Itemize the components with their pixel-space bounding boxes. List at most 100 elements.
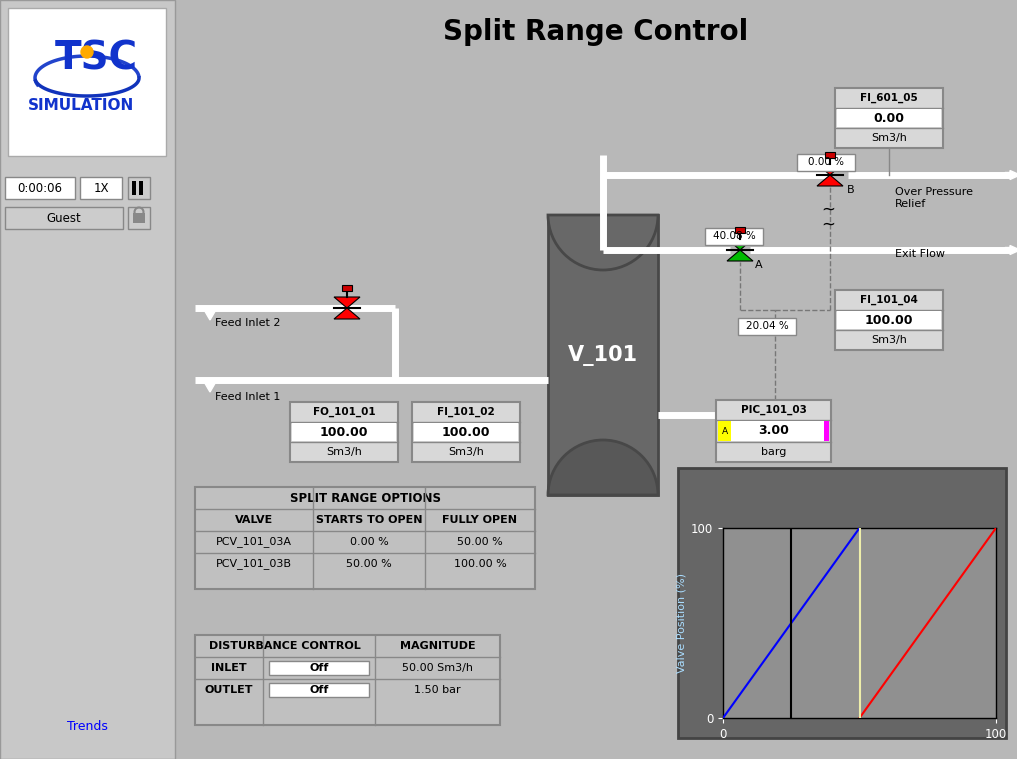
Bar (837, 109, 941, 128)
Text: 0.00 %: 0.00 % (807, 157, 844, 167)
Text: 100.00: 100.00 (441, 426, 490, 439)
Bar (825, 152, 835, 158)
Y-axis label: Valve Position (%): Valve Position (%) (677, 573, 686, 673)
Text: FI_101_04: FI_101_04 (860, 294, 918, 305)
Text: DISTURBANCE CONTROL: DISTURBANCE CONTROL (210, 641, 361, 651)
Text: 1X: 1X (94, 181, 109, 194)
Bar (80, 177, 122, 199)
Text: MAGNITUDE: MAGNITUDE (400, 641, 475, 651)
Text: FULLY OPEN: FULLY OPEN (442, 515, 518, 525)
Text: INLET: INLET (212, 663, 247, 673)
Wedge shape (548, 215, 658, 270)
Text: SIMULATION: SIMULATION (28, 97, 134, 112)
Text: 40.08 %: 40.08 % (713, 231, 756, 241)
Text: 50.00 %: 50.00 % (457, 537, 502, 547)
Text: Feed Inlet 2: Feed Inlet 2 (215, 318, 281, 328)
Bar (195, 635, 500, 725)
Bar (718, 421, 829, 440)
Bar (292, 423, 396, 441)
Text: Split Range Control: Split Range Control (443, 18, 749, 46)
Polygon shape (334, 308, 360, 319)
Bar (8, 8, 166, 156)
Polygon shape (817, 175, 843, 186)
Bar (414, 423, 518, 441)
FancyArrow shape (203, 308, 217, 320)
Polygon shape (727, 250, 753, 261)
Text: 0.00 %: 0.00 % (350, 537, 388, 547)
Text: B: B (847, 185, 854, 195)
Bar (132, 181, 136, 195)
Bar (195, 487, 535, 589)
Wedge shape (548, 440, 658, 495)
Bar (270, 683, 369, 697)
Text: Sm3/h: Sm3/h (448, 447, 484, 457)
Text: 100.00 %: 100.00 % (454, 559, 506, 569)
Bar (0, 0, 175, 759)
Text: barg: barg (761, 447, 786, 457)
Text: Feed Inlet 1: Feed Inlet 1 (215, 392, 281, 402)
Text: 100.00: 100.00 (864, 313, 913, 326)
Text: PCV_101_03A: PCV_101_03A (216, 537, 292, 547)
Bar (128, 207, 149, 229)
Text: Trends: Trends (66, 720, 108, 732)
Text: ~: ~ (821, 201, 835, 219)
Text: Off: Off (309, 685, 328, 695)
Bar (837, 310, 941, 329)
Text: 20.04 %: 20.04 % (745, 321, 788, 331)
Bar (270, 661, 369, 675)
Bar (835, 88, 943, 148)
Bar (678, 468, 1006, 738)
Text: Sm3/h: Sm3/h (326, 447, 362, 457)
Text: 0.00: 0.00 (874, 112, 904, 124)
Text: 0:00:06: 0:00:06 (17, 181, 62, 194)
Text: A: A (721, 427, 727, 436)
Bar (342, 285, 352, 291)
FancyArrow shape (1005, 171, 1017, 179)
FancyArrow shape (1005, 245, 1017, 254)
Text: Relief: Relief (895, 199, 926, 209)
Text: VALVE: VALVE (235, 515, 274, 525)
Text: Over Pressure: Over Pressure (895, 187, 973, 197)
Text: 50.00 Sm3/h: 50.00 Sm3/h (402, 663, 473, 673)
Bar (139, 181, 143, 195)
Text: FI_601_05: FI_601_05 (860, 93, 918, 103)
Text: OUTLET: OUTLET (204, 685, 253, 695)
Bar (797, 154, 855, 171)
Polygon shape (727, 239, 753, 250)
Text: Sm3/h: Sm3/h (872, 335, 907, 345)
Text: Guest: Guest (47, 212, 81, 225)
Bar (128, 177, 149, 199)
Bar (718, 421, 731, 440)
Text: Exit Flow: Exit Flow (895, 249, 945, 259)
Text: V_101: V_101 (567, 345, 638, 366)
Bar (5, 207, 123, 229)
FancyArrow shape (203, 380, 217, 392)
Circle shape (81, 46, 93, 58)
Text: STARTS TO OPEN: STARTS TO OPEN (315, 515, 422, 525)
Bar (133, 213, 145, 223)
Bar (716, 400, 831, 462)
Bar (705, 228, 763, 245)
Text: Off: Off (309, 663, 328, 673)
Bar (835, 290, 943, 350)
Text: A: A (755, 260, 763, 270)
Bar (5, 177, 75, 199)
Bar (290, 402, 398, 462)
Bar (738, 318, 796, 335)
Text: ~: ~ (821, 216, 835, 234)
Text: 50.00 %: 50.00 % (346, 559, 392, 569)
Text: FI_101_02: FI_101_02 (437, 407, 495, 417)
Text: 1.50 bar: 1.50 bar (414, 685, 461, 695)
Text: 3.00: 3.00 (758, 424, 789, 437)
Bar (412, 402, 520, 462)
Text: Sm3/h: Sm3/h (872, 133, 907, 143)
Bar (548, 215, 658, 495)
Bar (824, 421, 829, 440)
Text: 100.00: 100.00 (319, 426, 368, 439)
Text: TSC: TSC (55, 39, 138, 77)
Text: FO_101_01: FO_101_01 (312, 407, 375, 417)
Bar (735, 227, 745, 233)
Polygon shape (334, 297, 360, 308)
Text: PCV_101_03B: PCV_101_03B (216, 559, 292, 569)
Text: PIC_101_03: PIC_101_03 (740, 405, 806, 415)
